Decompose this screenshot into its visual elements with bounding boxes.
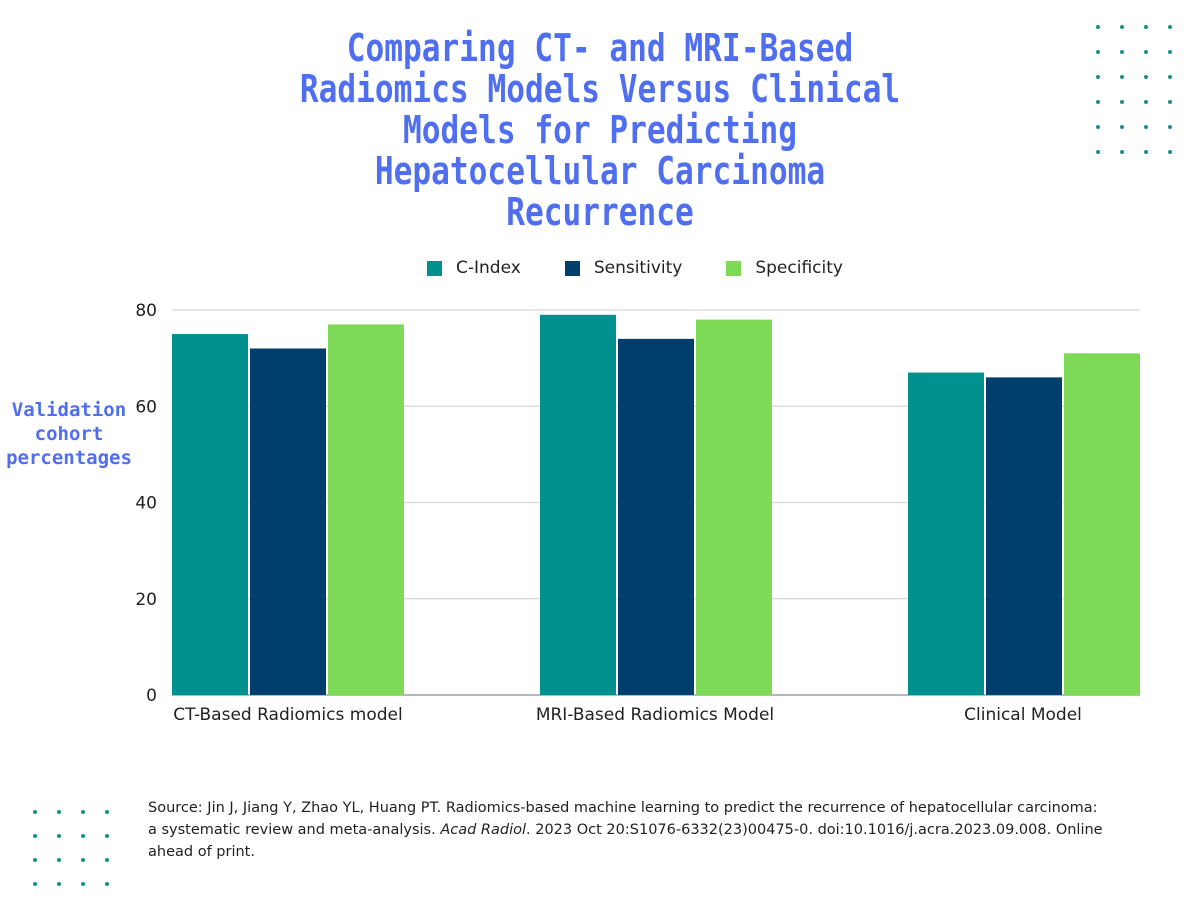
dot <box>1120 25 1124 29</box>
y-axis-label: Validation cohort percentages <box>6 399 132 469</box>
decorative-dots-bottom-left <box>33 810 109 886</box>
x-tick-label: Clinical Model <box>964 705 1082 725</box>
y-tick-label: 60 <box>135 397 157 417</box>
bar-sensitivity-2 <box>986 377 1062 695</box>
dot <box>1120 150 1124 154</box>
dot <box>105 834 109 838</box>
dot <box>1144 150 1148 154</box>
bar-chart: 0 20 40 60 80 CT-Based Radiomics model MRI-Bas… <box>135 301 1140 725</box>
dot <box>1144 25 1148 29</box>
legend-item-specificity: Specificity <box>726 258 843 278</box>
bar-specificity-1 <box>696 319 772 695</box>
dot <box>1096 150 1100 154</box>
dot <box>1168 50 1172 54</box>
dot <box>1096 75 1100 79</box>
dot <box>33 810 37 814</box>
dot <box>1120 125 1124 129</box>
bar-sensitivity-0 <box>250 348 326 695</box>
dot <box>57 810 61 814</box>
dot <box>1120 100 1124 104</box>
legend-swatch <box>726 260 742 276</box>
x-tick-label: MRI-Based Radiomics Model <box>536 705 774 725</box>
dot <box>57 834 61 838</box>
dot <box>1168 25 1172 29</box>
y-tick-label: 20 <box>135 590 157 610</box>
dot <box>1096 25 1100 29</box>
dot <box>105 810 109 814</box>
dot <box>1120 75 1124 79</box>
dot <box>1144 50 1148 54</box>
dot <box>57 882 61 886</box>
source-text: Source: Jin J, Jiang Y, Zhao YL, Huang P… <box>148 800 1098 838</box>
legend-swatch <box>427 260 443 276</box>
dot <box>1144 75 1148 79</box>
legend-label: C-Index <box>456 258 521 278</box>
legend-label: Specificity <box>755 258 843 278</box>
source-text-end: . 2023 Oct 20:S1076-6332(23)00475-0. doi… <box>148 822 1103 860</box>
dot <box>1120 50 1124 54</box>
dot <box>1168 150 1172 154</box>
dot <box>81 810 85 814</box>
journal-name: Acad Radiol <box>440 822 527 838</box>
y-tick-label: 40 <box>135 494 157 514</box>
dot <box>81 858 85 862</box>
dot <box>1096 50 1100 54</box>
dot <box>33 882 37 886</box>
dot <box>105 882 109 886</box>
dot <box>57 858 61 862</box>
y-tick-label: 0 <box>146 686 157 706</box>
legend-swatch <box>564 260 580 276</box>
y-tick-label: 80 <box>135 301 157 321</box>
dot <box>33 834 37 838</box>
bar-c-index-1 <box>540 314 616 695</box>
legend-item-sensitivity: Sensitivity <box>564 258 683 278</box>
bar-c-index-0 <box>172 334 248 695</box>
bar-c-index-2 <box>908 372 984 695</box>
dot <box>1144 125 1148 129</box>
source-citation: Source: Jin J, Jiang Y, Zhao YL, Huang P… <box>148 797 1108 863</box>
bar-specificity-2 <box>1064 353 1140 695</box>
bar-sensitivity-1 <box>618 338 694 695</box>
legend-label: Sensitivity <box>593 258 683 278</box>
dot <box>1168 75 1172 79</box>
dot <box>81 834 85 838</box>
chart-title: Comparing CT- and MRI-Based Radiomics Mo… <box>299 26 901 234</box>
bar-specificity-0 <box>328 324 404 695</box>
dot <box>1168 125 1172 129</box>
dot <box>1168 100 1172 104</box>
dot <box>1096 100 1100 104</box>
legend: C-Index Sensitivity Specificity <box>0 258 1200 278</box>
dot <box>105 858 109 862</box>
legend-item-c-index: C-Index <box>427 258 521 278</box>
decorative-dots-top-right <box>1096 25 1172 154</box>
dot <box>33 858 37 862</box>
x-tick-label: CT-Based Radiomics model <box>173 705 402 725</box>
dot <box>1096 125 1100 129</box>
dot <box>81 882 85 886</box>
dot <box>1144 100 1148 104</box>
